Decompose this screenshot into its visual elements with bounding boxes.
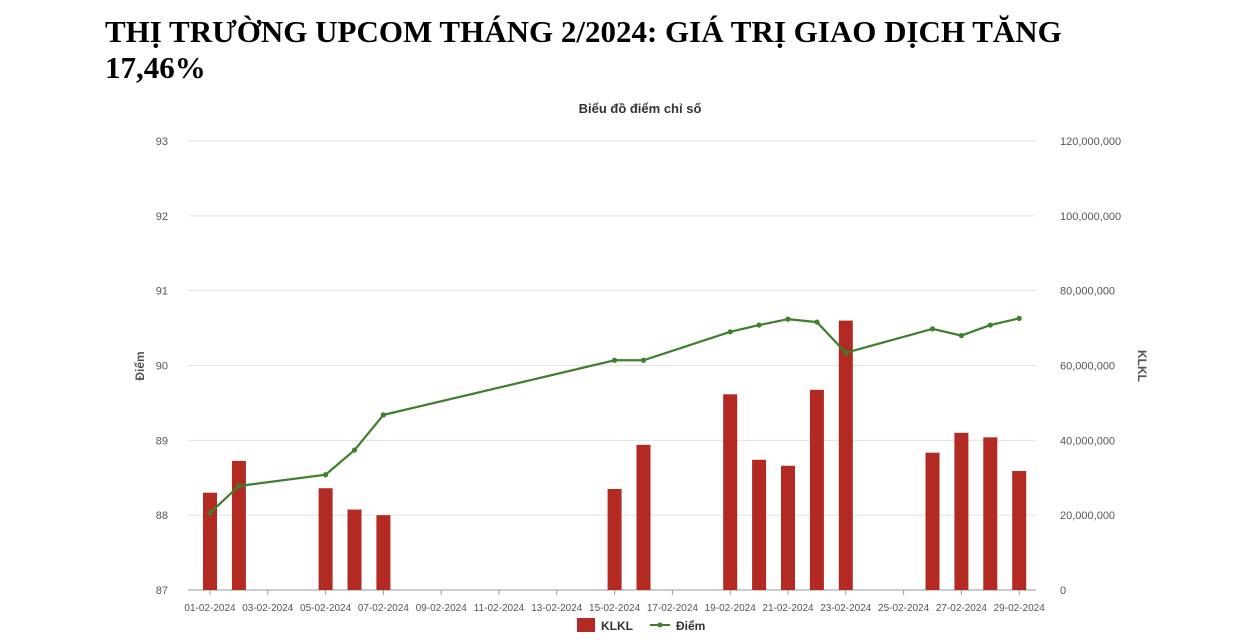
- left-tick-label: 92: [156, 211, 168, 223]
- line-point: [323, 472, 329, 478]
- left-tick-label: 87: [156, 585, 168, 597]
- bar: [1012, 471, 1027, 590]
- right-axis-title: KLKL: [1135, 350, 1149, 382]
- left-axis-ticks: 87 88 89 90 91 92 93: [156, 136, 168, 597]
- bar: [318, 488, 333, 590]
- x-tick-label: 19-02-2024: [705, 603, 757, 614]
- line-point: [612, 357, 618, 363]
- legend-line-label: Điểm: [676, 619, 705, 633]
- line-point: [929, 326, 936, 332]
- line-point: [814, 319, 820, 325]
- x-tick-label: 15-02-2024: [589, 603, 641, 614]
- right-tick-label: 100,000,000: [1060, 211, 1121, 223]
- line-point: [785, 316, 791, 322]
- x-tick-label: 05-02-2024: [300, 603, 352, 614]
- bar: [231, 460, 246, 590]
- x-tick-label: 13-02-2024: [531, 603, 583, 614]
- bar: [347, 509, 362, 590]
- bar: [925, 452, 940, 590]
- right-tick-label: 80,000,000: [1060, 286, 1115, 298]
- bar: [752, 459, 767, 590]
- x-tick-label: 23-02-2024: [820, 603, 872, 614]
- bar-series: [203, 320, 1027, 590]
- bar: [723, 394, 738, 590]
- right-tick-label: 0: [1060, 585, 1066, 597]
- left-tick-label: 90: [156, 361, 168, 373]
- right-tick-label: 40,000,000: [1060, 435, 1115, 447]
- bar: [809, 389, 824, 590]
- bar: [781, 465, 795, 590]
- x-tick-label: 29-02-2024: [994, 603, 1046, 614]
- chart-title: Biểu đồ điểm chỉ số: [579, 101, 702, 116]
- x-tick-label: 11-02-2024: [474, 603, 525, 614]
- x-axis-ticks: 01-02-2024 03-02-2024 05-02-2024 07-02-2024…: [184, 590, 1045, 614]
- right-tick-label: 120,000,000: [1060, 136, 1121, 148]
- line-point: [351, 447, 358, 453]
- bar: [838, 320, 853, 590]
- line-series: [207, 315, 1022, 516]
- x-tick-label: 01-02-2024: [184, 603, 236, 614]
- right-tick-label: 60,000,000: [1060, 361, 1115, 373]
- bar: [376, 515, 391, 590]
- line-point: [727, 329, 733, 335]
- bar: [607, 488, 622, 590]
- x-tick-label: 27-02-2024: [936, 603, 988, 614]
- legend[interactable]: KLKL Điểm: [577, 618, 705, 633]
- line-path: [209, 317, 1020, 514]
- x-tick-label: 17-02-2024: [647, 603, 699, 614]
- legend-bar-label: KLKL: [601, 619, 633, 633]
- left-tick-label: 93: [156, 136, 168, 148]
- bar: [983, 437, 998, 590]
- headline: THỊ TRƯỜNG UPCOM THÁNG 2/2024: GIÁ TRỊ G…: [105, 14, 1062, 85]
- line-point: [207, 510, 213, 516]
- line-point: [236, 483, 242, 489]
- right-axis-ticks: 0 20,000,000 40,000,000 60,000,000 80,000,00…: [1060, 136, 1121, 597]
- left-tick-label: 89: [156, 435, 168, 447]
- x-tick-label: 07-02-2024: [358, 603, 410, 614]
- x-tick-label: 25-02-2024: [878, 603, 930, 614]
- legend-line-marker: [657, 622, 663, 628]
- line-point: [756, 322, 762, 328]
- x-tick-label: 03-02-2024: [242, 603, 294, 614]
- bar: [636, 444, 651, 590]
- line-point: [640, 357, 647, 363]
- x-tick-label: 09-02-2024: [416, 603, 468, 614]
- line-point: [1016, 315, 1022, 321]
- left-tick-label: 88: [156, 510, 168, 522]
- line-point: [843, 350, 849, 356]
- left-axis-title: Điểm: [133, 351, 147, 380]
- right-tick-label: 20,000,000: [1060, 510, 1115, 522]
- left-tick-label: 91: [156, 286, 168, 298]
- bar: [954, 432, 969, 590]
- x-tick-label: 21-02-2024: [762, 603, 814, 614]
- legend-bar-swatch: [577, 618, 595, 632]
- line-point: [987, 322, 993, 328]
- line-point: [380, 412, 386, 418]
- bar: [203, 492, 217, 590]
- line-point: [958, 332, 965, 339]
